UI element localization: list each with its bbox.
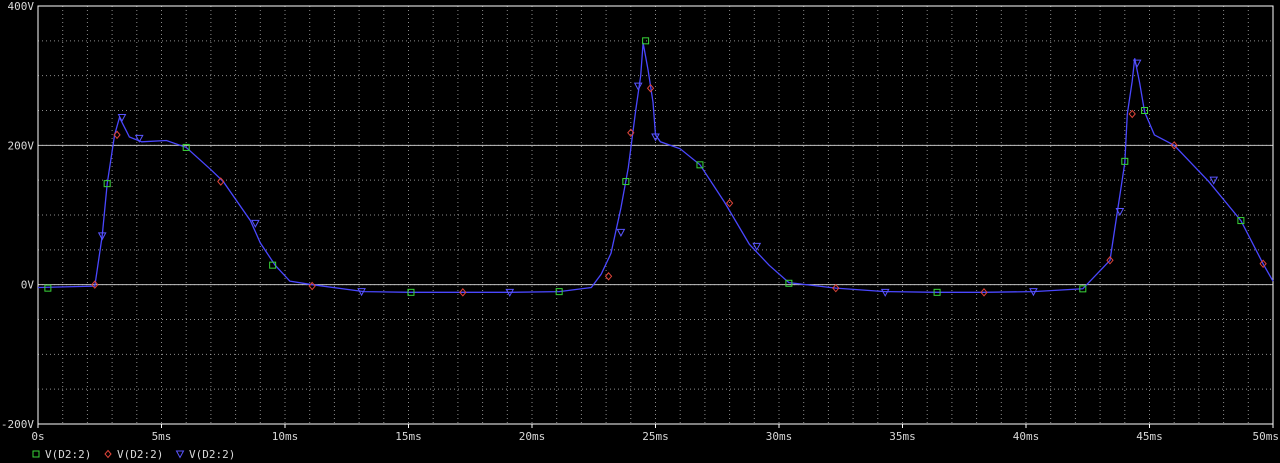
diamond-marker — [91, 280, 99, 289]
triangle-marker — [357, 288, 366, 297]
legend-diamond-icon — [104, 449, 112, 459]
diamond-marker — [1106, 256, 1114, 265]
series-layer — [37, 42, 1274, 293]
diamond-marker — [646, 83, 655, 93]
axis-layer — [37, 5, 1274, 428]
square-marker — [1237, 217, 1245, 225]
plot-frame — [37, 5, 1274, 425]
square-marker — [933, 288, 941, 296]
legend-triangle-icon — [175, 450, 185, 459]
series-line-vd2-2 — [37, 42, 1274, 293]
diamond-marker — [1170, 141, 1178, 150]
x-tick-label: 20ms — [519, 430, 546, 443]
triangle-marker — [1209, 176, 1219, 185]
square-marker — [1141, 107, 1149, 114]
legend-label: V(D2:2) — [117, 448, 163, 461]
legend-square-icon — [32, 450, 40, 458]
triangle-marker — [880, 288, 890, 297]
square-marker — [44, 284, 52, 292]
grid-layer — [37, 5, 1274, 425]
square-marker — [622, 178, 630, 186]
diamond-marker — [308, 281, 316, 291]
diamond-marker — [459, 288, 467, 297]
diamond-marker — [217, 177, 225, 186]
square-marker — [269, 261, 277, 269]
legend-label: V(D2:2) — [189, 448, 235, 461]
square-marker — [1079, 285, 1087, 293]
x-tick-label: 5ms — [152, 430, 172, 443]
triangle-marker — [505, 288, 515, 297]
square-marker — [182, 143, 190, 151]
x-tick-label: 40ms — [1013, 430, 1040, 443]
diamond-marker — [832, 283, 840, 293]
square-marker — [1121, 157, 1129, 165]
triangle-marker — [752, 242, 762, 251]
triangle-marker — [97, 232, 107, 241]
square-marker — [103, 180, 111, 188]
tick-label-layer: -200V 0V 200V 400V 0s 5ms 10ms 15ms 20ms 25ms 30ms… — [1, 0, 1279, 443]
diamond-marker — [604, 272, 613, 281]
x-tick-label: 10ms — [272, 430, 299, 443]
marker-layer — [44, 37, 1267, 297]
triangle-marker — [251, 219, 260, 228]
triangle-marker — [1132, 59, 1142, 68]
square-marker — [785, 279, 793, 287]
y-tick-label: 400V — [8, 0, 35, 13]
x-tick-label: 50ms — [1253, 430, 1280, 443]
y-tick-label: 200V — [8, 139, 35, 152]
triangle-marker — [633, 82, 643, 91]
legend: V(D2:2) V(D2:2) V(D2:2) — [32, 448, 235, 461]
x-tick-label: 25ms — [642, 430, 669, 443]
triangle-marker — [117, 113, 127, 123]
legend-label: V(D2:2) — [45, 448, 91, 461]
square-marker — [555, 288, 563, 296]
diamond-marker — [627, 128, 635, 138]
square-marker — [696, 161, 704, 169]
square-marker — [407, 288, 415, 296]
y-tick-label: -200V — [1, 418, 34, 431]
triangle-marker — [616, 228, 626, 237]
triangle-marker — [1115, 208, 1125, 217]
diamond-marker — [980, 288, 988, 297]
x-tick-label: 15ms — [395, 430, 422, 443]
diamond-marker — [1259, 259, 1267, 269]
triangle-marker — [651, 133, 660, 142]
triangle-marker — [1029, 288, 1038, 297]
x-tick-label: 30ms — [766, 430, 793, 443]
triangle-marker — [134, 134, 144, 143]
x-tick-label: 45ms — [1136, 430, 1163, 443]
x-tick-label: 35ms — [889, 430, 916, 443]
diamond-marker — [113, 130, 121, 140]
x-tick-label: 0s — [31, 430, 44, 443]
diamond-marker — [1128, 109, 1136, 119]
square-marker — [642, 37, 650, 45]
diamond-marker — [725, 198, 734, 208]
y-tick-label: 0V — [21, 279, 35, 292]
